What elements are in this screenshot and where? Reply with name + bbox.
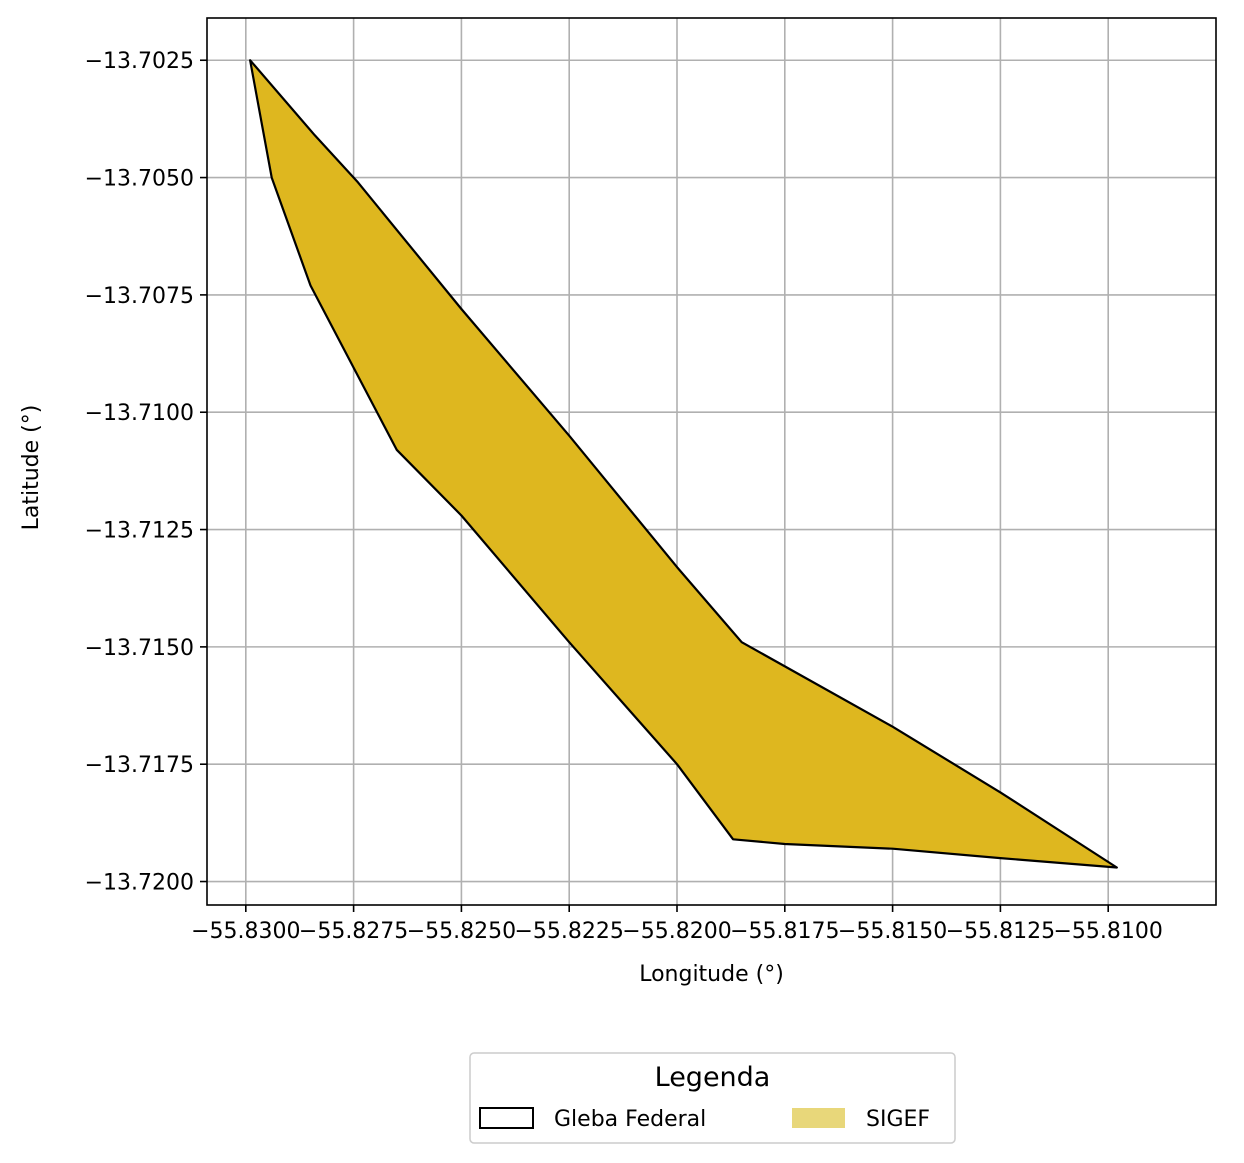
- x-axis-label: Longitude (°): [639, 962, 784, 987]
- x-tick-label: −55.8250: [407, 919, 516, 944]
- legend-title: Legenda: [655, 1062, 771, 1093]
- y-axis-ticks: −13.7025 −13.7050 −13.7075 −13.7100 −13.7125…: [85, 49, 207, 896]
- y-tick-label: −13.7175: [85, 753, 194, 778]
- x-tick-label: −55.8300: [191, 919, 300, 944]
- legend: Legenda Gleba Federal SIGEF: [469, 1052, 956, 1144]
- axes-frame: [206, 17, 1217, 906]
- x-tick-label: −55.8200: [622, 919, 731, 944]
- x-tick-label: −55.8275: [299, 919, 408, 944]
- x-tick-label: −55.8150: [838, 919, 947, 944]
- y-tick-label: −13.7100: [85, 401, 194, 426]
- y-tick-label: −13.7050: [85, 167, 194, 192]
- x-axis-ticks: −55.8300−55.8275−55.8250−55.8225−55.8200…: [191, 905, 1163, 944]
- polygons: [249, 59, 1118, 869]
- y-tick-label: −13.7075: [85, 284, 194, 309]
- y-tick-label: −13.7150: [85, 636, 194, 661]
- y-axis-label: Latitude (°): [19, 405, 44, 531]
- x-tick-label: −55.8125: [946, 919, 1055, 944]
- legend-label-gleba-federal: Gleba Federal: [554, 1107, 706, 1132]
- plot-area: [206, 17, 1217, 906]
- x-tick-label: −55.8175: [730, 919, 839, 944]
- legend-label-sigef: SIGEF: [866, 1107, 930, 1132]
- y-tick-label: −13.7125: [85, 519, 194, 544]
- y-tick-label: −13.7200: [85, 871, 194, 896]
- x-tick-label: −55.8100: [1053, 919, 1162, 944]
- x-tick-label: −55.8225: [514, 919, 623, 944]
- legend-swatch-gleba-federal: [479, 1107, 534, 1129]
- y-tick-label: −13.7025: [85, 49, 194, 74]
- legend-swatch-sigef: [792, 1108, 845, 1128]
- polygon-sigef: [249, 59, 1118, 869]
